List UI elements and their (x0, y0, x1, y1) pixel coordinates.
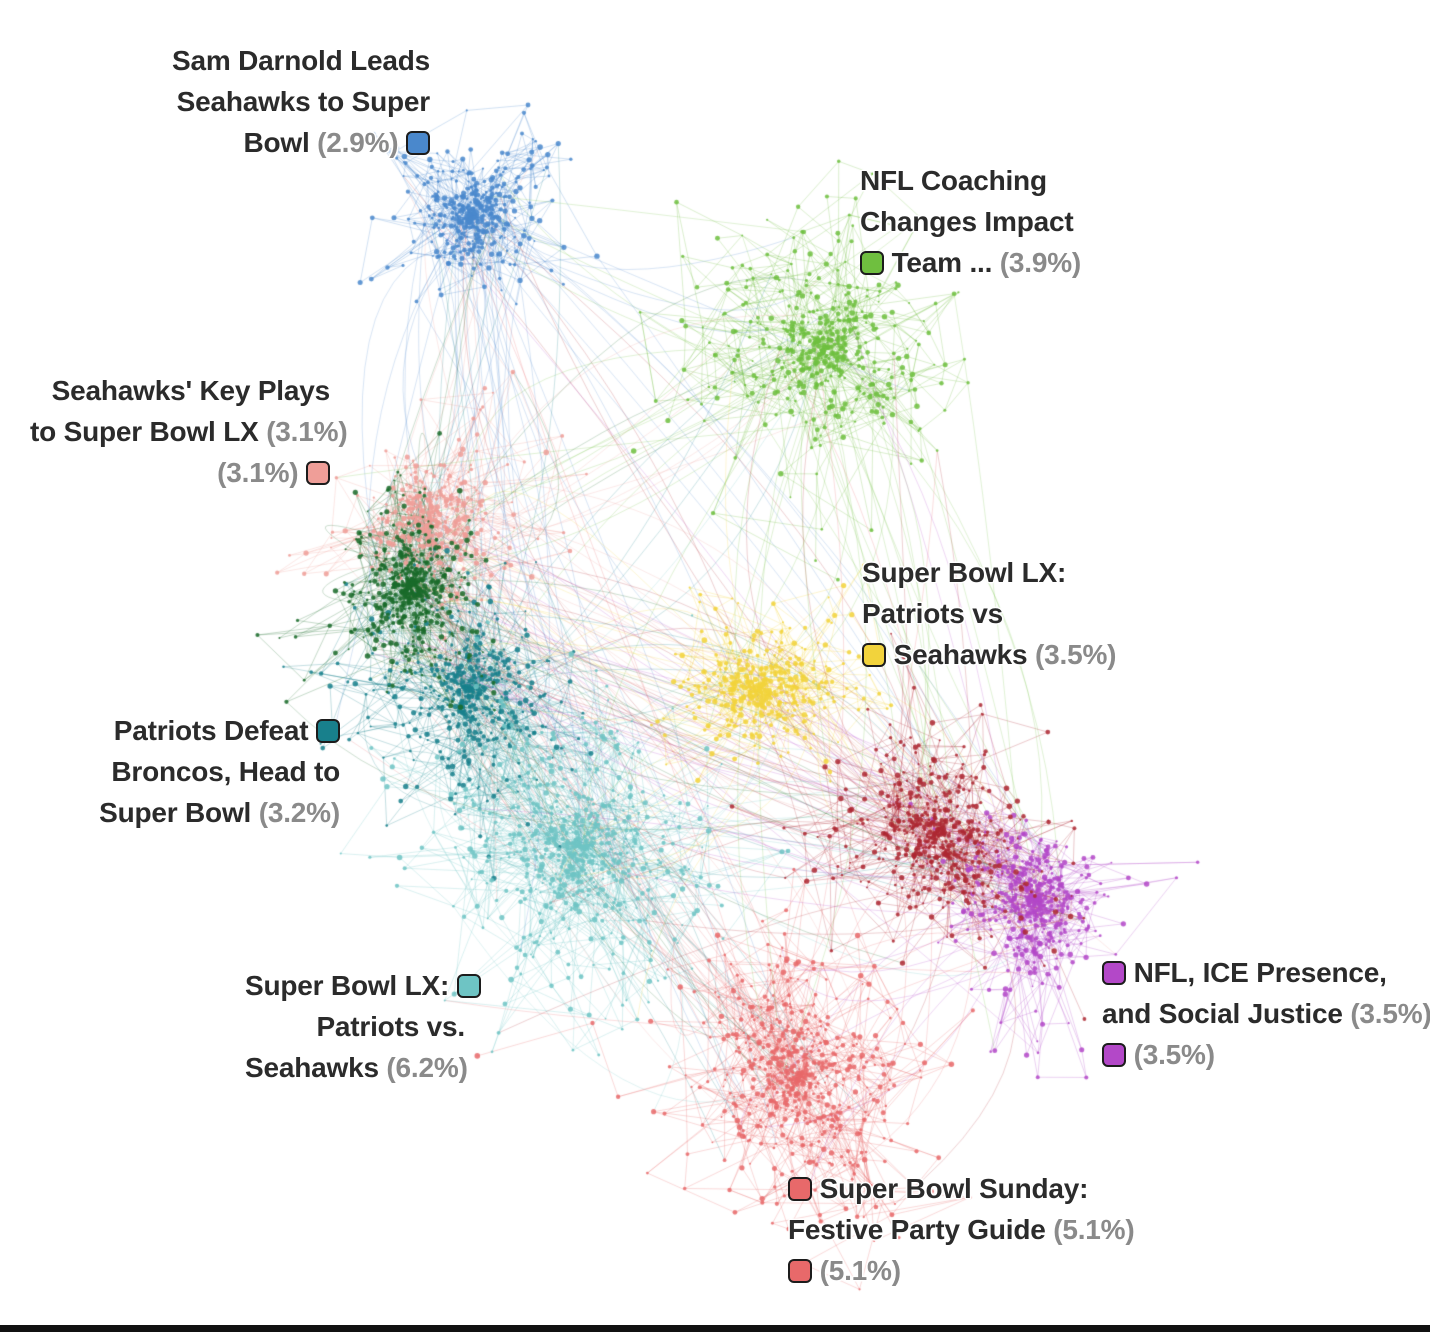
cluster-label-text: Broncos, Head to (111, 756, 340, 787)
cluster-label-line: Broncos, Head to (85, 751, 340, 792)
cluster-label-line: Seahawks (6.2%) (245, 1047, 468, 1088)
cluster-label-text: Seahawks (245, 1052, 379, 1083)
cluster-label-line: Seahawks to Super (130, 81, 431, 122)
cluster-label-text: Seahawks (893, 639, 1028, 670)
cluster-label-line: Super Bowl LX: (245, 965, 481, 1006)
cluster-label-super-bowl-lx-patriots-vs-seahawks-alt: Super Bowl LX: Patriots vs Seahawks (3.5%… (862, 552, 1116, 675)
cluster-color-swatch (862, 643, 886, 667)
cluster-percent: (5.1%) (1053, 1214, 1135, 1245)
cluster-label-line: Patriots Defeat (85, 710, 340, 751)
cluster-label-text: Super Bowl LX: (245, 970, 450, 1001)
cluster-label-text: Team ... (891, 247, 993, 278)
cluster-color-swatch (306, 461, 330, 485)
cluster-percent: (3.5%) (1350, 998, 1430, 1029)
cluster-percent: (3.2%) (258, 797, 340, 828)
cluster-color-swatch (1102, 961, 1126, 985)
cluster-color-swatch (406, 131, 430, 155)
cluster-label-nfl-coaching-changes: NFL Coaching Changes Impact Team ... (3.9… (860, 160, 1110, 283)
cluster-label-text: Super Bowl LX: (862, 557, 1067, 588)
cluster-percent: (6.2%) (386, 1052, 468, 1083)
cluster-label-text: Changes Impact (860, 206, 1074, 237)
cluster-color-swatch (788, 1177, 812, 1201)
cluster-label-line: Team ... (3.9%) (860, 242, 1110, 283)
cluster-percent: (3.9%) (999, 247, 1082, 278)
cluster-label-text: Festive Party Guide (788, 1214, 1046, 1245)
cluster-label-line: Super Bowl LX: (862, 552, 1112, 593)
cluster-color-swatch (316, 719, 340, 743)
cluster-label-text: Seahawks' Key Plays (51, 375, 331, 406)
cluster-label-text: Super Bowl Sunday: (819, 1173, 1089, 1204)
cluster-label-text: Seahawks to Super (176, 86, 431, 117)
cluster-label-text: Super Bowl (99, 797, 252, 828)
cluster-label-line: Seahawks' Key Plays (30, 370, 331, 411)
cluster-label-nfl-ice-social-justice: NFL, ICE Presence, and Social Justice (3.… (1102, 952, 1430, 1075)
cluster-label-line: Super Bowl (3.2%) (85, 792, 340, 833)
cluster-label-super-bowl-lx-patriots-vs-seahawks-main: Super Bowl LX: Patriots vs. Seahawks (6.2… (245, 965, 481, 1088)
cluster-label-line: (5.1%) (788, 1250, 1108, 1291)
cluster-label-line: NFL Coaching (860, 160, 1110, 201)
cluster-label-sam-darnold-seahawks: Sam Darnold Leads Seahawks to Super Bowl (… (130, 40, 430, 163)
cluster-percent: (3.5%) (1035, 639, 1117, 670)
cluster-label-line: Seahawks (3.5%) (862, 634, 1116, 675)
cluster-percent: (3.1%) (266, 416, 348, 447)
bottom-rule (0, 1325, 1430, 1332)
cluster-color-swatch (1102, 1043, 1126, 1067)
cluster-label-line: Changes Impact (860, 201, 1110, 242)
cluster-label-text: and Social Justice (1102, 998, 1343, 1029)
cluster-label-line: (3.5%) (1102, 1034, 1402, 1075)
cluster-color-swatch (860, 251, 884, 275)
cluster-label-line: and Social Justice (3.5%) (1102, 993, 1430, 1034)
cluster-label-text: to Super Bowl LX (30, 416, 259, 447)
cluster-label-text: Sam Darnold Leads (171, 45, 430, 76)
cluster-label-line: Sam Darnold Leads (130, 40, 430, 81)
cluster-label-text: Bowl (243, 127, 310, 158)
cluster-label-line: NFL, ICE Presence, (1102, 952, 1402, 993)
cluster-label-line: Festive Party Guide (5.1%) (788, 1209, 1135, 1250)
cluster-label-text: NFL Coaching (860, 165, 1047, 196)
cluster-label-line: (3.1%) (30, 452, 330, 493)
cluster-label-patriots-defeat-broncos: Patriots Defeat Broncos, Head to Super Bo… (85, 710, 340, 833)
cluster-label-super-bowl-sunday-party: Super Bowl Sunday: Festive Party Guide (5… (788, 1168, 1135, 1291)
cluster-label-text: Patriots vs (862, 598, 1003, 629)
cluster-label-line: Super Bowl Sunday: (788, 1168, 1108, 1209)
cluster-label-text: Patriots vs. (316, 1011, 465, 1042)
cluster-label-text: NFL, ICE Presence, (1133, 957, 1387, 988)
cluster-percent: (5.1%) (819, 1255, 901, 1286)
cluster-label-line: Bowl (2.9%) (130, 122, 430, 163)
cluster-label-seahawks-key-plays: Seahawks' Key Plays to Super Bowl LX (3.1… (30, 370, 348, 493)
cluster-label-text: Patriots Defeat (113, 715, 309, 746)
cluster-percent: (3.5%) (1133, 1039, 1215, 1070)
cluster-label-line: Patriots vs (862, 593, 1112, 634)
cluster-color-swatch (788, 1259, 812, 1283)
cluster-label-line: Patriots vs. (245, 1006, 465, 1047)
cluster-percent: (2.9%) (317, 127, 399, 158)
cluster-label-line: to Super Bowl LX (3.1%) (30, 411, 348, 452)
cluster-color-swatch (456, 974, 481, 998)
cluster-percent: (3.1%) (217, 457, 299, 488)
